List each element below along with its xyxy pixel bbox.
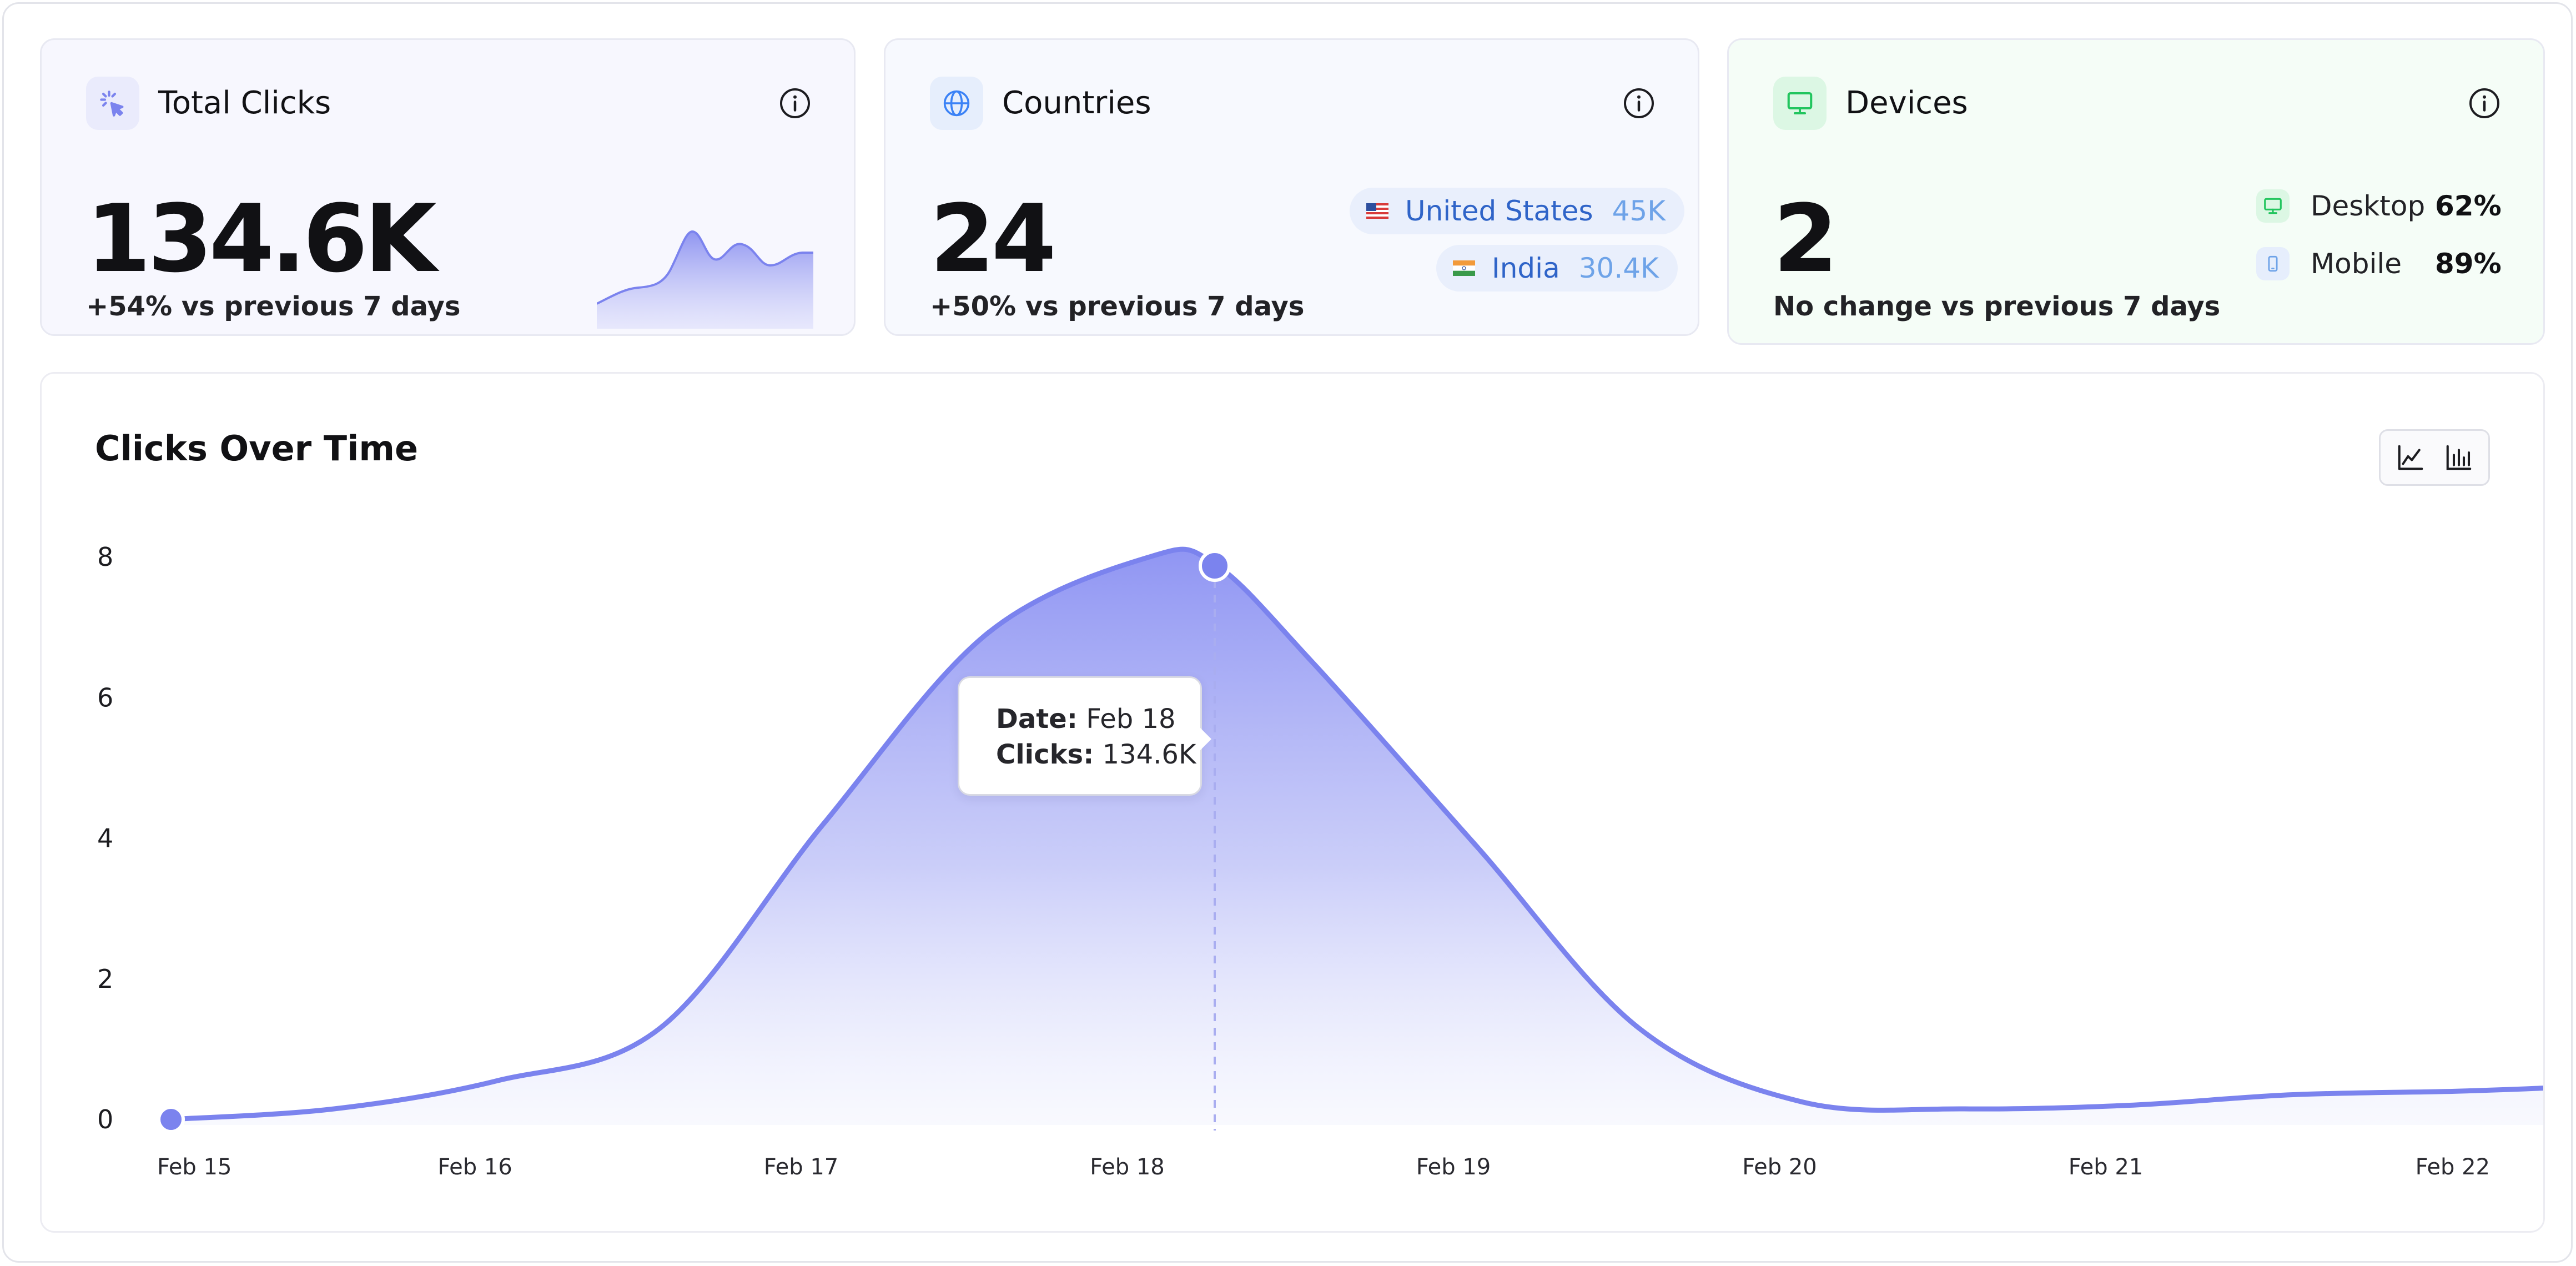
area-fill [171, 549, 2543, 1125]
country-value: 30.4K [1578, 252, 1659, 284]
mobile-icon [2256, 247, 2290, 280]
devices-value: 2 [1773, 184, 1838, 293]
desktop-icon [2256, 189, 2290, 223]
start-point [157, 1106, 185, 1133]
y-tick-label: 2 [97, 964, 113, 994]
device-name: Desktop [2311, 190, 2426, 222]
x-tick-label: Feb 22 [2416, 1154, 2490, 1180]
devices-card[interactable]: Devices 2 No change vs previous 7 days D… [1727, 38, 2545, 345]
total-clicks-change: +54% vs previous 7 days [86, 291, 461, 322]
chart-tooltip: Date: Feb 18 Clicks: 134.6K [958, 676, 1202, 796]
country-name: India [1492, 252, 1560, 284]
countries-change: +50% vs previous 7 days [930, 291, 1305, 322]
countries-value: 24 [930, 184, 1056, 293]
area-line [170, 546, 2543, 1122]
device-percent: 62% [2435, 190, 2502, 222]
country-pill-india[interactable]: India 30.4K [1436, 245, 1678, 292]
country-value: 45K [1612, 195, 1666, 227]
card-title: Countries [1002, 85, 1151, 121]
card-title: Devices [1845, 85, 1968, 121]
clicks-sparkline [597, 230, 813, 329]
device-row-mobile[interactable]: Mobile 89% [2256, 244, 2502, 283]
line-chart-icon[interactable] [2391, 438, 2430, 477]
device-percent: 89% [2435, 248, 2502, 280]
total-clicks-value: 134.6K [86, 184, 437, 293]
x-tick-label: Feb 18 [1090, 1154, 1164, 1180]
clicks-area-chart[interactable]: 0 2 4 6 8 Feb 15 Feb 16 Feb 17 Feb 18 Feb 19 Feb … [42, 374, 2543, 1231]
y-tick-label: 4 [97, 823, 113, 853]
y-tick-label: 8 [97, 542, 113, 572]
x-tick-label: Feb 15 [157, 1154, 232, 1180]
tooltip-date-value: Feb 18 [1086, 704, 1176, 735]
total-clicks-card[interactable]: Total Clicks 134.6K +54% vs previous 7 d… [40, 38, 856, 336]
monitor-icon [1773, 77, 1827, 130]
x-tick-label: Feb 17 [764, 1154, 838, 1180]
tooltip-clicks-label: Clicks: [996, 739, 1094, 770]
india-flag-icon [1453, 260, 1475, 276]
chart-title: Clicks Over Time [95, 428, 419, 469]
y-tick-label: 6 [97, 682, 113, 712]
chart-type-toggle[interactable] [2379, 429, 2490, 486]
device-name: Mobile [2311, 248, 2402, 280]
countries-card[interactable]: Countries 24 +50% vs previous 7 days Uni… [884, 38, 1699, 336]
hover-point[interactable] [1199, 550, 1231, 582]
x-tick-label: Feb 16 [437, 1154, 512, 1180]
info-icon[interactable] [778, 87, 812, 120]
globe-icon [930, 77, 983, 130]
country-pill-united-states[interactable]: United States 45K [1350, 188, 1684, 234]
clicks-over-time-panel: Clicks Over Time [40, 372, 2545, 1233]
devices-change: No change vs previous 7 days [1773, 291, 2221, 322]
tooltip-clicks-value: 134.6K [1102, 739, 1196, 770]
tooltip-arrow [1199, 727, 1211, 751]
card-title: Total Clicks [158, 85, 331, 121]
info-icon[interactable] [2468, 87, 2501, 120]
device-row-desktop[interactable]: Desktop 62% [2256, 187, 2502, 225]
country-name: United States [1405, 195, 1593, 227]
x-tick-label: Feb 19 [1416, 1154, 1491, 1180]
y-tick-label: 0 [97, 1104, 113, 1134]
cursor-click-icon [86, 77, 139, 130]
us-flag-icon [1366, 203, 1388, 219]
x-tick-label: Feb 20 [1742, 1154, 1817, 1180]
info-icon[interactable] [1622, 87, 1656, 120]
x-tick-label: Feb 21 [2069, 1154, 2143, 1180]
tooltip-date-label: Date: [996, 704, 1078, 735]
bar-chart-icon[interactable] [2439, 438, 2478, 477]
